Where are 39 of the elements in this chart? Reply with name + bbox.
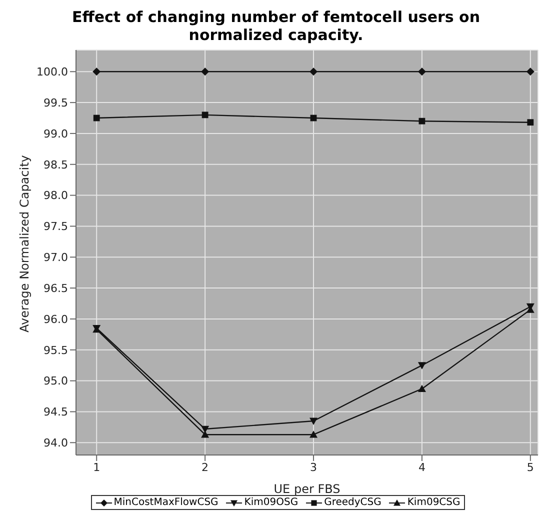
legend-label: Kim09CSG (407, 497, 460, 508)
y-tick-label: 97.5 (44, 220, 68, 234)
y-tick-label: 98.0 (44, 189, 68, 202)
legend-label: MinCostMaxFlowCSG (114, 497, 218, 508)
point (202, 112, 208, 118)
x-tick-label: 1 (93, 460, 100, 474)
point (93, 114, 100, 122)
y-tick-label: 99.0 (44, 127, 68, 140)
y-tick-label: 94.5 (44, 406, 68, 419)
y-tick-label: 95.5 (44, 344, 68, 357)
y-tick-label: 94.0 (44, 436, 68, 450)
x-axis-title: UE per FBS (274, 482, 340, 496)
point (310, 430, 318, 438)
point (526, 68, 534, 76)
point (418, 68, 426, 76)
y-tick-label: 96.5 (44, 282, 68, 295)
point (92, 68, 101, 76)
y-tick-label: 97.0 (44, 251, 68, 264)
y-tick-label: 100.0 (36, 66, 68, 79)
y-tick-label: 96.0 (44, 312, 68, 326)
legend-label: GreedyCSG (324, 497, 382, 508)
y-tick-label: 99.5 (44, 96, 68, 110)
point (201, 430, 210, 438)
point (201, 68, 210, 76)
chart-title: Effect of changing number of femtocell users on normalized capacity. (70, 8, 482, 44)
point (418, 384, 426, 392)
legend-label: Kim09OSG (244, 497, 298, 508)
point (527, 119, 534, 126)
point (418, 362, 426, 370)
point (310, 68, 318, 76)
x-tick-label: 4 (418, 460, 426, 474)
x-tick-label: 3 (310, 460, 318, 474)
y-tick-label: 95.0 (44, 374, 68, 388)
x-tick-label: 2 (202, 460, 209, 474)
x-tick-label: 5 (526, 460, 534, 474)
point (418, 118, 426, 124)
point (310, 418, 318, 425)
y-axis-title: Average Normalized Capacity (17, 155, 32, 332)
y-tick-label: 98.5 (44, 158, 68, 172)
